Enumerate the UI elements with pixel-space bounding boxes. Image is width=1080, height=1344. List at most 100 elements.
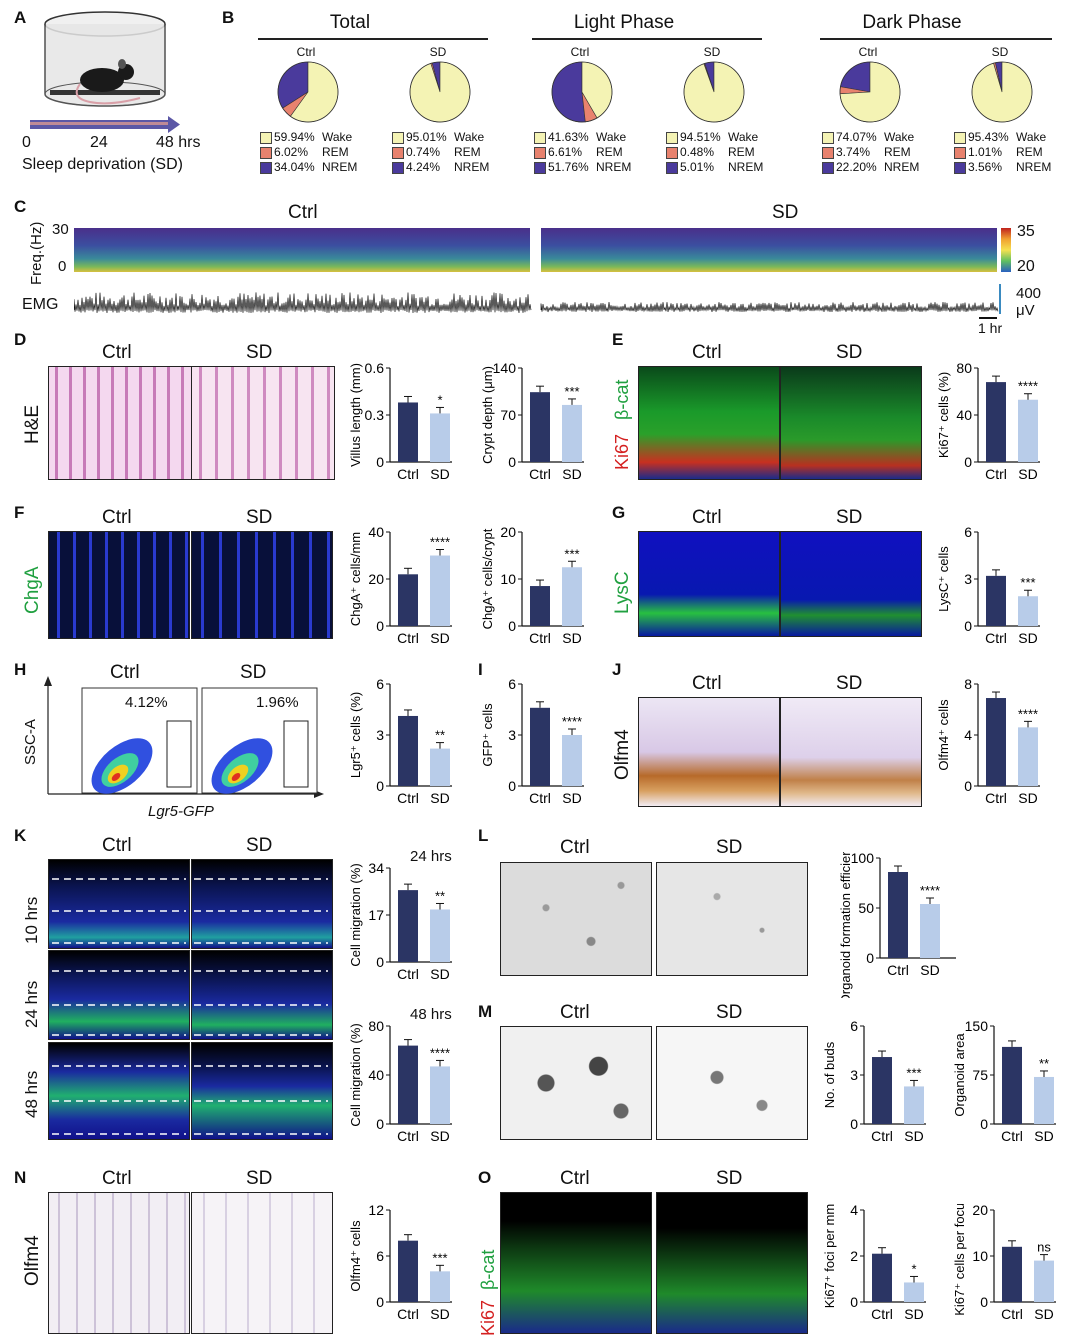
- migration-ctrl-24hrs: [48, 950, 190, 1040]
- organoid-ctrl-image: [500, 862, 652, 976]
- y-axis-label: ChgA⁺ cells/mm: [348, 532, 363, 626]
- colorbar: [1001, 228, 1011, 272]
- legend-name-wake: Wake: [596, 130, 627, 144]
- legend-value: 6.02%: [274, 145, 309, 159]
- legend-value: 41.63%: [548, 130, 589, 144]
- x-tick-label: Ctrl: [529, 790, 551, 806]
- d-ctrl-label: Ctrl: [102, 342, 132, 363]
- panel-label-a: A: [14, 8, 27, 27]
- bar-chart-foci: 0 2 4 Ki67⁺ foci per mm Ctrl SD *: [822, 1204, 926, 1322]
- y-tick-label: 70: [500, 407, 516, 423]
- legend-swatch-rem: [822, 147, 834, 159]
- y-tick-label: 6: [376, 678, 384, 692]
- legend-name-nrem: NREM: [884, 160, 920, 174]
- bar-chart-chgacrypt: 0 10 20 ChgA⁺ cells/crypt Ctrl SD ***: [480, 526, 584, 646]
- e-stain-bcat: β-cat: [612, 379, 632, 420]
- e-stain-ki67: Ki67: [612, 433, 632, 470]
- g-stain-label: LysC: [612, 571, 633, 614]
- panel-label-o: O: [478, 1168, 492, 1187]
- significance-marker: *: [437, 392, 442, 407]
- y-tick-label: 6: [376, 1248, 384, 1264]
- bar-sd: [1018, 727, 1038, 786]
- legend-name-wake: Wake: [322, 130, 353, 144]
- emg-trace: [74, 284, 1001, 319]
- y-tick-label: 4: [850, 1204, 858, 1218]
- x-tick-label: Ctrl: [397, 466, 419, 482]
- y-axis-label: Cell migration (%): [348, 1023, 363, 1126]
- legend-swatch-wake: [534, 132, 546, 144]
- bar-chart-title: 48 hrs: [410, 1006, 452, 1023]
- y-tick-label: 100: [851, 852, 875, 866]
- y-tick-label: 3: [376, 727, 384, 743]
- significance-marker: ****: [1018, 706, 1038, 721]
- migration-ctrl-48hrs: [48, 1042, 190, 1140]
- y-axis-label: Cell migration (%): [348, 863, 363, 966]
- y-axis-label: GFP⁺ cells: [480, 703, 495, 767]
- bar-sd: [920, 904, 940, 958]
- colorbar-lo: 20: [1017, 258, 1035, 275]
- x-tick-label: SD: [904, 1306, 923, 1322]
- pie-chart: [839, 61, 901, 123]
- y-tick-label: 0: [980, 1294, 988, 1310]
- f-sd-label: SD: [246, 507, 273, 528]
- y-tick-label: 10: [972, 1248, 988, 1264]
- bar-sd: [430, 1271, 450, 1302]
- x-tick-label: SD: [1034, 1128, 1053, 1144]
- significance-marker: ***: [564, 546, 579, 561]
- y-tick-label: 0: [376, 1116, 384, 1132]
- pie-label: SD: [429, 45, 447, 59]
- bar-sd: [562, 404, 582, 462]
- lysc-sd-image: [780, 531, 922, 637]
- legend-swatch-rem: [392, 147, 404, 159]
- significance-marker: ***: [906, 1065, 921, 1080]
- bar-sd: [1018, 596, 1038, 626]
- y-tick-label: 0: [376, 454, 384, 470]
- bar-chart-chgamm: 0 20 40 ChgA⁺ cells/mm Ctrl SD ****: [348, 526, 452, 646]
- x-tick-label: Ctrl: [871, 1306, 893, 1322]
- pie-group-rule: [258, 38, 488, 40]
- y-axis-label: Lgr5⁺ cells (%): [348, 692, 363, 778]
- panel-label-b: B: [222, 8, 235, 27]
- bar-ctrl: [398, 1045, 418, 1124]
- x-tick-label: SD: [562, 630, 581, 646]
- x-tick-label: Ctrl: [985, 466, 1007, 482]
- ki67-sd-image: [780, 366, 922, 480]
- y-axis-label: Ki67⁺ cells (%): [936, 372, 951, 458]
- o-sd-label: SD: [716, 1168, 743, 1189]
- y-tick-label: 0: [376, 618, 384, 634]
- significance-marker: ****: [430, 1045, 450, 1060]
- legend-swatch-wake: [666, 132, 678, 144]
- olfm4-ctrl-image: [638, 697, 780, 807]
- emg-scale-value: 400: [1016, 285, 1042, 302]
- he-sd-image: [191, 366, 335, 480]
- bar-sd: [904, 1086, 924, 1124]
- y-axis-label: Ki67⁺ foci per mm: [822, 1204, 837, 1308]
- e-sd-label: SD: [836, 342, 863, 363]
- y-tick-label: 20: [368, 571, 384, 587]
- y-tick-label: 34: [368, 862, 384, 876]
- y-tick-label: 0: [376, 778, 384, 794]
- legend-swatch-nrem: [534, 162, 546, 174]
- x-tick-label: SD: [430, 1306, 449, 1322]
- legend-swatch-nrem: [822, 162, 834, 174]
- significance-marker: ***: [432, 1250, 447, 1265]
- y-tick-label: 0: [508, 618, 516, 634]
- significance-marker: ****: [562, 714, 582, 729]
- j-ctrl-label: Ctrl: [692, 673, 722, 694]
- y-tick-label: 0: [376, 1294, 384, 1310]
- y-tick-label: 6: [964, 526, 972, 540]
- legend-swatch-nrem: [260, 162, 272, 174]
- bar-sd: [904, 1282, 924, 1302]
- bar-chart-ki67: 0 40 80 Ki67⁺ cells (%) Ctrl SD ****: [936, 362, 1040, 482]
- time-scale-bar-label: 1 hr: [978, 320, 1003, 336]
- y-tick-label: 40: [368, 526, 384, 540]
- y-tick-label: 12: [368, 1204, 384, 1218]
- bar-ctrl: [398, 402, 418, 462]
- pie-group-rule: [820, 38, 1052, 40]
- legend-name-wake: Wake: [454, 130, 485, 144]
- y-tick-label: 6: [850, 1020, 858, 1034]
- legend-value: 74.07%: [836, 130, 877, 144]
- pie-chart: [971, 61, 1033, 123]
- g-ctrl-label: Ctrl: [692, 507, 722, 528]
